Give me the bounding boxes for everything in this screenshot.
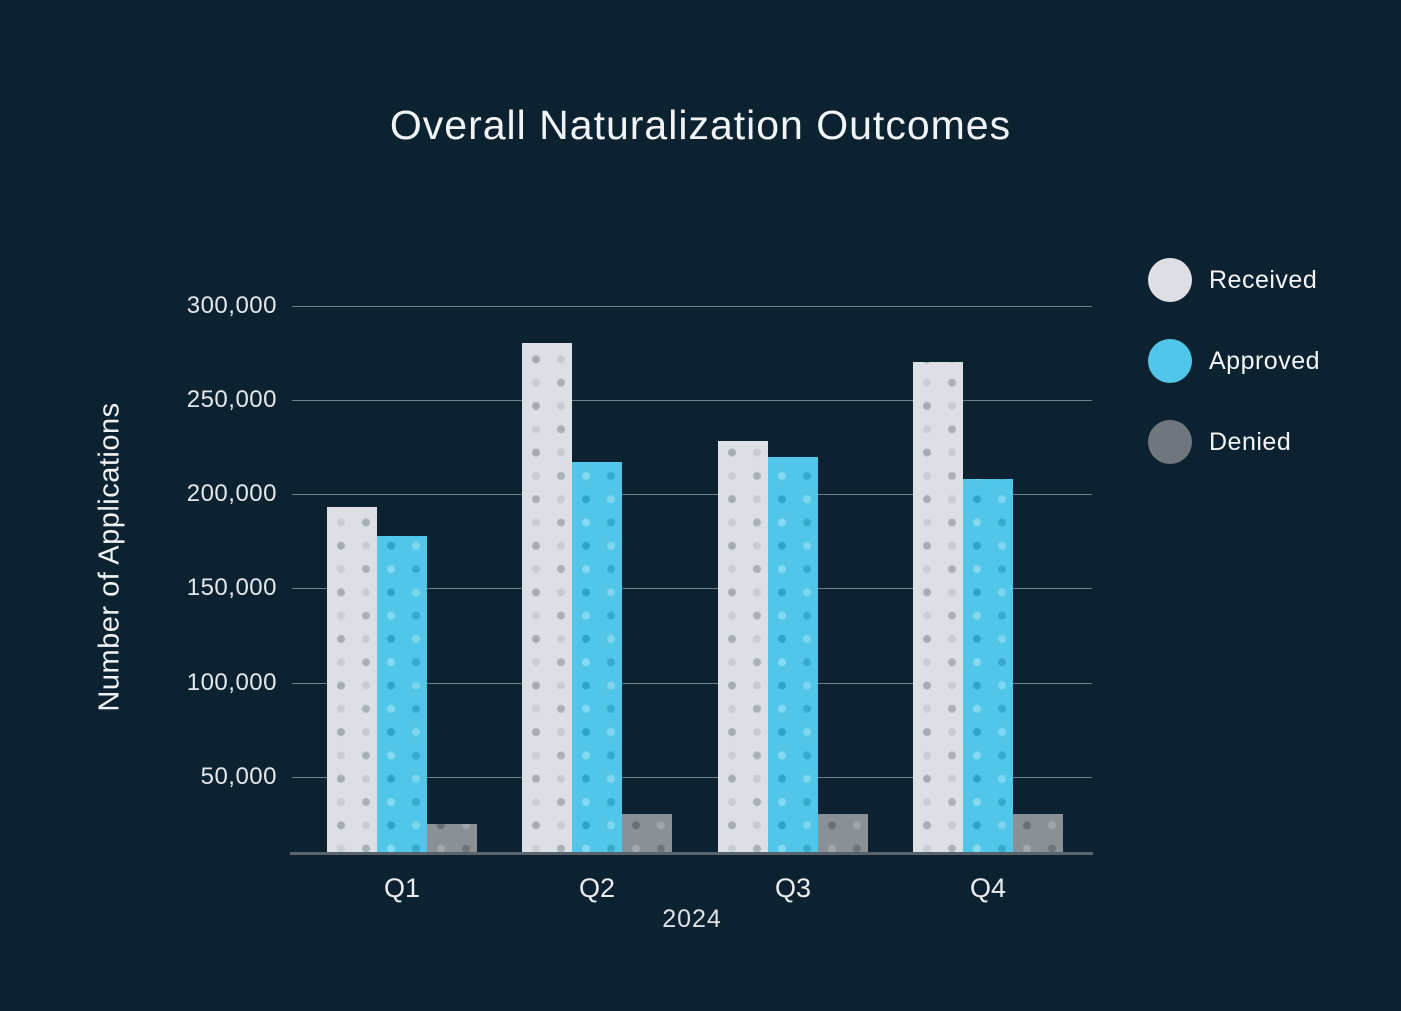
bar-denied-q1[interactable] [427, 824, 477, 853]
legend-label-denied: Denied [1209, 427, 1292, 456]
y-tick-label-200000: 200,000 [186, 480, 277, 508]
bar-received-q4[interactable] [913, 362, 963, 853]
gridline-250000 [292, 400, 1092, 401]
x-tick-label-q3: Q3 [774, 873, 812, 903]
legend-label-approved: Approved [1209, 346, 1321, 375]
gridline-200000 [292, 494, 1092, 496]
x-axis-title: 2024 [662, 905, 722, 933]
y-tick-label-300000: 300,000 [186, 291, 277, 319]
bar-approved-q2[interactable] [572, 462, 622, 853]
bar-received-q2[interactable] [522, 343, 572, 853]
x-tick-label-q1: Q1 [383, 873, 421, 903]
bar-received-q1[interactable] [327, 507, 377, 853]
y-tick-label-100000: 100,000 [186, 668, 277, 696]
y-axis-title: Number of Applications [93, 402, 126, 712]
legend-item-received[interactable]: Received [1148, 258, 1320, 302]
gridline-50000 [292, 776, 1092, 778]
x-tick-label-q4: Q4 [969, 873, 1007, 903]
chart-title: Overall Naturalization Outcomes [389, 102, 1012, 148]
x-tick-label-q2: Q2 [578, 873, 616, 903]
y-tick-label-150000: 150,000 [186, 574, 277, 602]
y-tick-label-50000: 50,000 [200, 762, 277, 790]
bar-received-q3[interactable] [718, 441, 768, 853]
y-tick-label-250000: 250,000 [186, 386, 277, 413]
legend-item-denied[interactable]: Denied [1148, 420, 1320, 464]
bar-denied-q4[interactable] [1013, 814, 1063, 853]
bar-denied-q2[interactable] [622, 814, 672, 853]
legend-item-approved[interactable]: Approved [1148, 339, 1320, 383]
legend: Received Approved Denied [1148, 258, 1320, 464]
gridline-300000 [292, 305, 1092, 307]
gridline-150000 [292, 588, 1092, 590]
bar-approved-q4[interactable] [963, 479, 1013, 853]
bar-denied-q3[interactable] [818, 814, 868, 853]
bar-approved-q3[interactable] [768, 457, 818, 853]
x-axis-line [290, 852, 1093, 855]
legend-label-received: Received [1209, 265, 1318, 294]
legend-swatch-approved-icon [1148, 339, 1192, 383]
legend-swatch-denied-icon [1148, 420, 1192, 464]
gridline-100000 [292, 682, 1092, 684]
legend-swatch-received-icon [1148, 258, 1192, 302]
bar-approved-q1[interactable] [377, 536, 427, 853]
